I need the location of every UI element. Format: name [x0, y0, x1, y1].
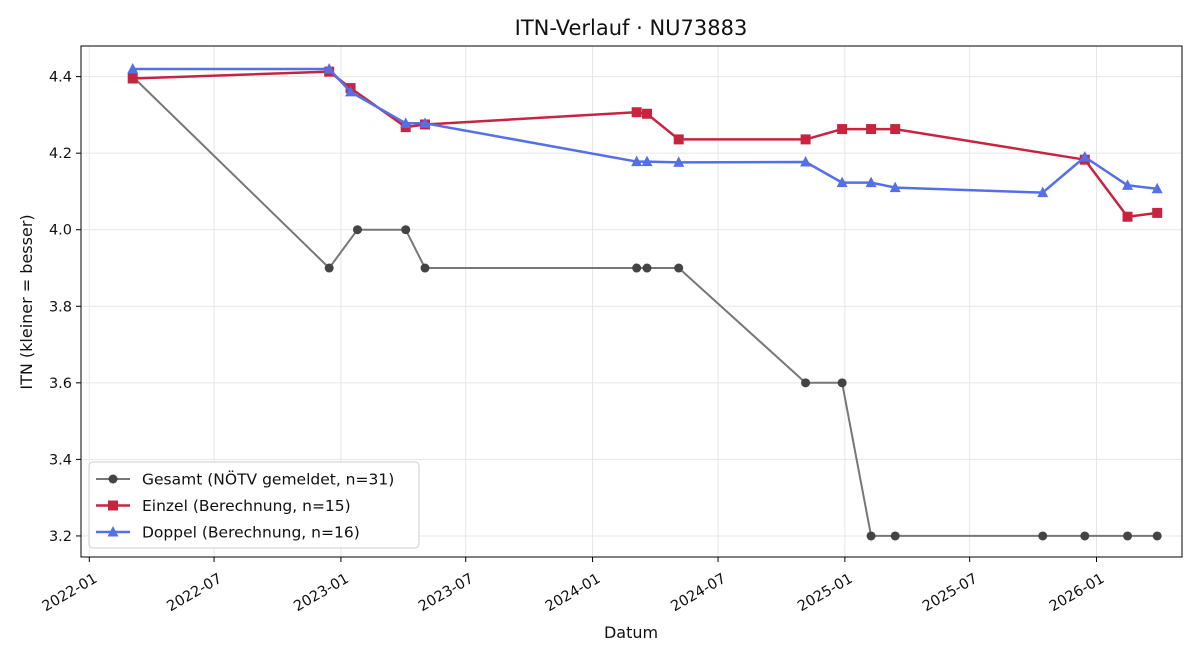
y-tick-label: 4.4: [49, 70, 72, 86]
legend-swatch-marker: [108, 500, 118, 511]
y-tick-label: 4.0: [49, 223, 72, 239]
series-2-point: [800, 134, 811, 145]
series-3-point: [1079, 151, 1091, 162]
series-3-point: [641, 155, 653, 167]
series-1-point: [837, 378, 847, 388]
y-tick-label: 4.2: [49, 146, 72, 162]
series-3-point: [345, 85, 357, 97]
series-1-point: [420, 263, 430, 273]
series-2-point: [866, 124, 877, 135]
plot-frame: [80, 45, 1183, 558]
x-tick-label: 2026-01: [1047, 571, 1107, 615]
series-1-point: [642, 263, 652, 273]
chart-title: ITN-Verlauf · NU73883: [515, 16, 748, 40]
y-axis-label: ITN (kleiner = besser): [17, 214, 36, 389]
y-tick-label: 3.6: [49, 376, 72, 392]
series-3-point: [400, 117, 412, 128]
series-3: [127, 62, 1163, 198]
series-3-point: [1037, 186, 1049, 198]
series-1-point: [866, 531, 876, 541]
series-3-point: [631, 155, 643, 167]
series-1-point: [1152, 531, 1162, 541]
series-3-point: [889, 181, 901, 193]
series-2-point: [837, 124, 848, 135]
series-1-point: [801, 378, 811, 388]
x-tick-label: 2022-07: [164, 571, 224, 615]
series-layer: [127, 62, 1163, 541]
series-1-point: [1038, 531, 1048, 541]
series-2-point: [631, 107, 642, 118]
legend-entry: Einzel (Berechnung, n=15): [142, 497, 351, 515]
x-tick-label: 2023-07: [416, 571, 476, 615]
series-1-point: [401, 225, 411, 235]
legend: Gesamt (NÖTV gemeldet, n=31) Einzel (Bere…: [88, 461, 420, 549]
series-3-point: [323, 62, 335, 74]
legend-box: [88, 461, 420, 549]
series-3-point: [1151, 182, 1163, 194]
x-axis-label: Datum: [604, 623, 658, 642]
series-2-line: [132, 70, 1158, 218]
x-tick-label: 2022-01: [40, 571, 100, 615]
series-3-point: [836, 176, 848, 188]
series-1-point: [890, 531, 900, 541]
x-tick-label: 2024-01: [543, 571, 603, 615]
series-3-point: [865, 176, 877, 188]
series-3-point: [127, 62, 139, 74]
series-2-point: [127, 73, 138, 84]
series-3-point: [673, 156, 685, 167]
series-3-point: [419, 117, 431, 128]
x-tick-label: 2024-07: [668, 571, 728, 615]
series-2-point: [1122, 211, 1133, 222]
series-1-point: [352, 225, 362, 235]
x-tick-label: 2025-01: [795, 571, 855, 615]
series-2: [127, 66, 1163, 222]
series-3-point: [1122, 179, 1134, 190]
legend-swatch-marker: [107, 526, 119, 537]
series-3-line: [132, 67, 1158, 194]
legend-entry: Doppel (Berechnung, n=16): [142, 524, 360, 542]
series-1-point: [324, 263, 334, 273]
y-tick-label: 3.2: [49, 529, 72, 545]
series-3-point: [800, 155, 812, 167]
y-tick-label: 3.8: [49, 299, 72, 315]
series-1-point: [632, 263, 642, 273]
legend-swatch-marker: [108, 474, 118, 484]
series-1-line: [132, 75, 1158, 537]
legend-entry: Gesamt (NÖTV gemeldet, n=31): [142, 470, 394, 489]
series-1-point: [674, 263, 684, 273]
x-tick-label: 2023-01: [291, 571, 351, 615]
series-1-point: [1123, 531, 1133, 541]
x-tick-label: 2025-07: [920, 571, 980, 615]
series-2-point: [890, 124, 901, 135]
series-2-point: [1152, 207, 1163, 218]
series-2-point: [642, 108, 653, 119]
y-tick-label: 3.4: [49, 452, 72, 468]
series-1-point: [1080, 531, 1090, 541]
series-2-point: [673, 134, 684, 145]
